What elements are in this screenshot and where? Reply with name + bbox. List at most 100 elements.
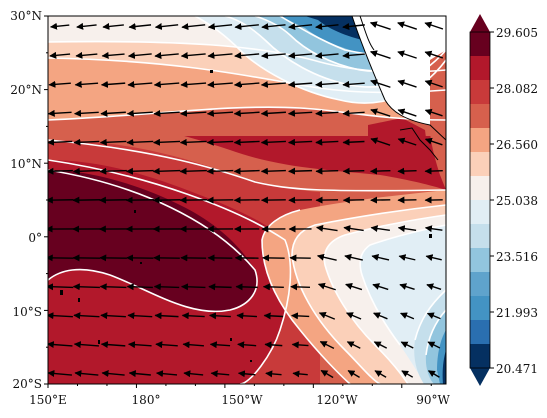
- wind-arrow: [233, 138, 260, 146]
- wind-arrow: [179, 167, 207, 175]
- wind-arrow: [320, 369, 334, 379]
- wind-arrow: [369, 50, 391, 59]
- wind-arrow: [237, 370, 256, 378]
- wind-arrow: [374, 370, 387, 378]
- wind-arrow: [127, 80, 153, 88]
- lat-label-10s: 10°S: [13, 305, 43, 319]
- wind-arrow: [265, 370, 282, 378]
- wind-arrow: [128, 22, 152, 30]
- wind-arrow: [342, 167, 365, 175]
- wind-arrow: [233, 80, 260, 88]
- wind-arrow: [183, 370, 204, 378]
- wind-arrow: [370, 225, 390, 233]
- wind-arrow: [182, 341, 204, 349]
- wind-arrow: [154, 312, 179, 320]
- wind-arrow: [155, 341, 178, 349]
- wind-arrow: [100, 80, 126, 88]
- colorbar-cells: [470, 32, 490, 369]
- lat-label-0: 0°: [28, 231, 42, 245]
- wind-arrow: [371, 254, 390, 261]
- wind-arrow: [370, 108, 391, 117]
- wind-arrow: [345, 283, 363, 291]
- wind-arrow: [290, 312, 310, 320]
- wind-arrow: [206, 109, 234, 117]
- wind-vectors: [48, 21, 444, 379]
- wind-arrow: [424, 79, 443, 88]
- wind-arrow: [181, 283, 206, 291]
- lat-label-20n: 20°N: [10, 83, 42, 97]
- wind-arrow: [397, 225, 417, 233]
- wind-arrow: [235, 283, 258, 291]
- wind-arrow: [315, 80, 339, 88]
- wind-arrow: [342, 23, 365, 30]
- lon-label-180: 180°: [132, 393, 161, 407]
- wind-arrow: [343, 225, 364, 232]
- wind-arrow: [99, 167, 127, 175]
- latitude-labels: 30°N 20°N 10°N 0° 10°S 20°S: [10, 9, 42, 391]
- colorbar-label-21993: 21.993: [496, 306, 538, 320]
- wind-arrow: [180, 109, 207, 117]
- wind-arrow: [101, 370, 125, 378]
- colorbar-label-28082: 28.082: [496, 82, 538, 96]
- wind-arrow: [264, 341, 283, 349]
- wind-arrow: [210, 370, 230, 378]
- colorbar-cell: [470, 56, 490, 81]
- colorbar-cell: [470, 320, 490, 345]
- wind-arrow: [100, 109, 126, 117]
- wind-arrow: [153, 138, 181, 146]
- wind-arrow: [401, 370, 414, 378]
- wind-arrow: [100, 341, 126, 349]
- wind-arrow: [206, 138, 234, 146]
- wind-arrow: [125, 167, 154, 175]
- wind-arrow: [127, 312, 153, 320]
- wind-arrow: [315, 138, 339, 146]
- wind-arrow: [345, 312, 362, 320]
- colorbar-cell: [470, 32, 490, 57]
- colorbar-cell: [470, 344, 490, 369]
- wind-arrow: [154, 52, 179, 59]
- wind-arrow: [424, 137, 443, 146]
- lon-label-90w: 90°W: [416, 393, 450, 407]
- lat-label-20s: 20°S: [13, 377, 43, 391]
- wind-arrow: [287, 109, 313, 117]
- wind-arrow: [425, 254, 442, 262]
- wind-arrow: [260, 138, 286, 146]
- wind-arrow: [48, 167, 73, 175]
- wind-arrow: [236, 312, 257, 320]
- wind-arrow: [260, 167, 286, 175]
- wind-arrow: [342, 80, 365, 88]
- wind-arrow: [397, 167, 417, 175]
- wind-arrow: [180, 80, 207, 88]
- wind-arrow: [347, 370, 360, 378]
- lon-label-120w: 120°W: [316, 393, 358, 407]
- wind-arrow: [261, 52, 286, 59]
- wind-arrow: [75, 51, 98, 59]
- wind-arrow: [99, 283, 127, 291]
- colorbar-cell: [470, 152, 490, 177]
- wind-arrow: [400, 312, 415, 320]
- wind-arrow: [315, 109, 339, 117]
- wind-arrow: [288, 23, 313, 31]
- wind-arrow: [316, 224, 338, 232]
- longitude-labels: 150°E 180° 150°W 120°W 90°W: [29, 393, 450, 407]
- wind-arrow: [342, 109, 365, 117]
- axis-ticks: [44, 15, 432, 388]
- wind-arrow: [48, 80, 71, 88]
- wind-arrow: [346, 341, 361, 349]
- wind-arrow: [206, 167, 234, 175]
- wind-arrow: [397, 137, 417, 146]
- colorbar-cell: [470, 104, 490, 129]
- lat-label-30n: 30°N: [10, 9, 42, 23]
- colorbar-label-23516: 23.516: [496, 250, 538, 264]
- wind-arrow: [397, 50, 417, 59]
- wind-arrow: [424, 225, 443, 233]
- wind-arrow: [373, 312, 388, 320]
- wind-arrow: [72, 167, 100, 175]
- wind-arrow: [154, 23, 179, 30]
- wind-arrow: [73, 138, 100, 146]
- wind-arrow: [74, 80, 99, 88]
- wind-arrow: [424, 108, 443, 117]
- wind-arrow: [233, 167, 260, 175]
- colorbar-label-20471: 20.471: [496, 362, 538, 376]
